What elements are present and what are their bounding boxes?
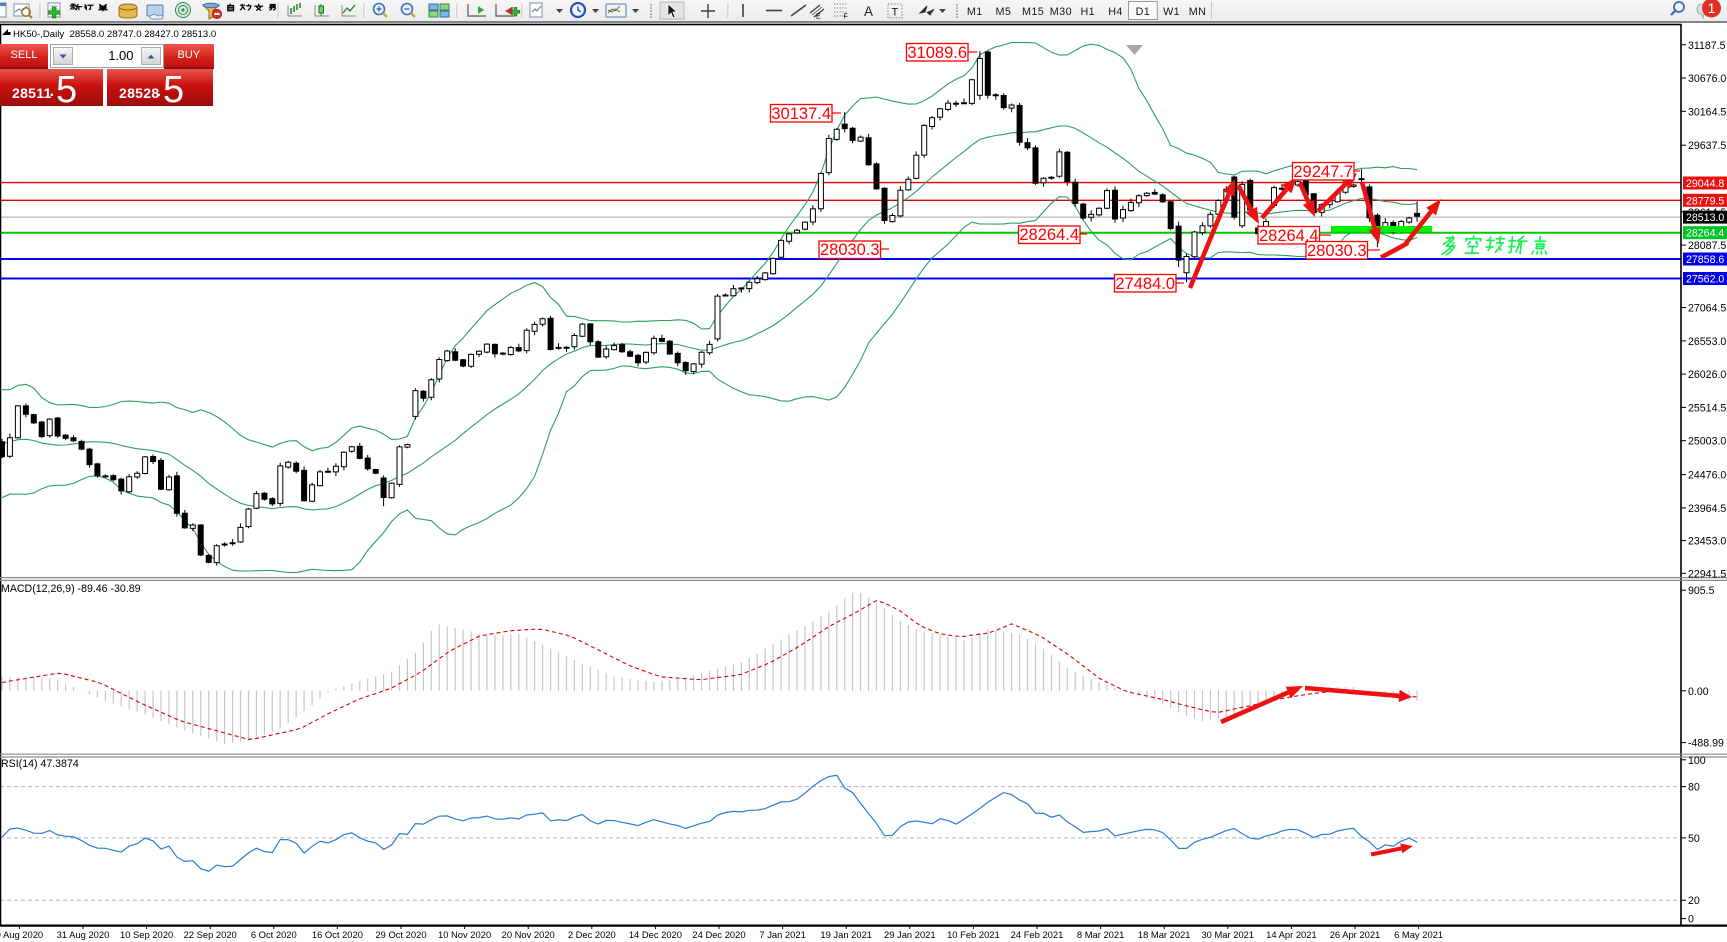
svg-text:18 Mar 2021: 18 Mar 2021 <box>1138 929 1191 940</box>
svg-text:19 Jan 2021: 19 Jan 2021 <box>820 929 872 940</box>
svg-text:T: T <box>892 7 899 19</box>
svg-text:F: F <box>844 14 848 21</box>
svg-text:23964.5: 23964.5 <box>1688 503 1726 515</box>
svg-text:26026.0: 26026.0 <box>1688 369 1726 381</box>
svg-text:MN: MN <box>1189 6 1207 18</box>
svg-text:24 Dec 2020: 24 Dec 2020 <box>692 929 745 940</box>
svg-text:30676.0: 30676.0 <box>1688 73 1726 85</box>
svg-text:27562.0: 27562.0 <box>1686 274 1724 286</box>
svg-text:23453.0: 23453.0 <box>1688 536 1726 548</box>
svg-text:20 Nov 2020: 20 Nov 2020 <box>502 929 555 940</box>
svg-text:14 Dec 2020: 14 Dec 2020 <box>629 929 682 940</box>
svg-text:80: 80 <box>1688 782 1700 794</box>
svg-text:28030.3: 28030.3 <box>820 241 880 259</box>
svg-text:0: 0 <box>1688 914 1694 926</box>
svg-text:26 Apr 2021: 26 Apr 2021 <box>1330 929 1381 940</box>
svg-text:100: 100 <box>1688 755 1706 767</box>
svg-text:29 Oct 2020: 29 Oct 2020 <box>375 929 426 940</box>
svg-text:10 Feb 2021: 10 Feb 2021 <box>947 929 1000 940</box>
svg-text:M1: M1 <box>967 6 983 18</box>
svg-text:H1: H1 <box>1080 6 1095 18</box>
svg-text:26553.0: 26553.0 <box>1688 336 1726 348</box>
svg-text:M30: M30 <box>1050 6 1072 18</box>
svg-text:8 Mar 2021: 8 Mar 2021 <box>1077 929 1124 940</box>
svg-text:22941.5: 22941.5 <box>1688 568 1726 580</box>
svg-text:9 Aug 2020: 9 Aug 2020 <box>0 929 43 940</box>
svg-text:29 Jan 2021: 29 Jan 2021 <box>884 929 936 940</box>
svg-text:24476.0: 24476.0 <box>1688 470 1726 482</box>
svg-text:28087.5: 28087.5 <box>1688 240 1726 252</box>
svg-text:28264.4: 28264.4 <box>1686 228 1724 240</box>
svg-text:6 May 2021: 6 May 2021 <box>1394 929 1443 940</box>
svg-text:-488.99: -488.99 <box>1688 738 1724 750</box>
svg-text:A: A <box>864 4 873 19</box>
svg-text:27064.5: 27064.5 <box>1688 303 1726 315</box>
svg-text:29637.5: 29637.5 <box>1688 140 1726 152</box>
svg-text:25514.5: 25514.5 <box>1688 402 1726 414</box>
svg-text:905.5: 905.5 <box>1688 585 1715 597</box>
svg-text:31187.5: 31187.5 <box>1688 40 1726 52</box>
svg-text:16 Oct 2020: 16 Oct 2020 <box>312 929 363 940</box>
svg-text:MACD(12,26,9) -89.46 -30.89: MACD(12,26,9) -89.46 -30.89 <box>1 583 141 595</box>
svg-text:31 Aug 2020: 31 Aug 2020 <box>57 929 110 940</box>
svg-text:10 Sep 2020: 10 Sep 2020 <box>120 929 173 940</box>
svg-text:31089.6: 31089.6 <box>907 44 967 62</box>
svg-text:27858.6: 27858.6 <box>1686 254 1724 266</box>
svg-text:M5: M5 <box>996 6 1012 18</box>
svg-text:6 Oct 2020: 6 Oct 2020 <box>251 929 297 940</box>
svg-text:28779.5: 28779.5 <box>1686 195 1724 207</box>
svg-text:7 Jan 2021: 7 Jan 2021 <box>759 929 805 940</box>
svg-text:1: 1 <box>1708 0 1716 16</box>
svg-text:2 Dec 2020: 2 Dec 2020 <box>568 929 616 940</box>
svg-text:0.00: 0.00 <box>1688 686 1709 698</box>
svg-text:20: 20 <box>1688 895 1700 907</box>
svg-text:28513.0: 28513.0 <box>1686 212 1724 224</box>
svg-text:M15: M15 <box>1022 6 1044 18</box>
svg-text:30 Mar 2021: 30 Mar 2021 <box>1201 929 1254 940</box>
svg-text:HK50-,Daily 28558.0 28747.0 2: HK50-,Daily 28558.0 28747.0 28427.0 2851… <box>13 29 216 40</box>
svg-text:14 Apr 2021: 14 Apr 2021 <box>1266 929 1317 940</box>
svg-text:29247.7: 29247.7 <box>1293 163 1353 181</box>
svg-text:30137.4: 30137.4 <box>771 105 831 123</box>
svg-text:E: E <box>816 14 821 21</box>
svg-text:28264.4: 28264.4 <box>1259 227 1319 245</box>
svg-text:24 Feb 2021: 24 Feb 2021 <box>1011 929 1064 940</box>
svg-text:30164.5: 30164.5 <box>1688 106 1726 118</box>
svg-text:29044.8: 29044.8 <box>1686 178 1724 190</box>
svg-text:27484.0: 27484.0 <box>1115 275 1175 293</box>
svg-text:50: 50 <box>1688 833 1700 845</box>
svg-text:28030.3: 28030.3 <box>1307 242 1367 260</box>
svg-text:25003.0: 25003.0 <box>1688 436 1726 448</box>
svg-text:22 Sep 2020: 22 Sep 2020 <box>184 929 237 940</box>
svg-text:28264.4: 28264.4 <box>1019 226 1079 244</box>
svg-text:D1: D1 <box>1136 6 1151 18</box>
svg-text:RSI(14) 47.3874: RSI(14) 47.3874 <box>1 758 79 770</box>
svg-text:10 Nov 2020: 10 Nov 2020 <box>438 929 491 940</box>
svg-text:W1: W1 <box>1163 6 1180 18</box>
svg-text:H4: H4 <box>1108 6 1123 18</box>
